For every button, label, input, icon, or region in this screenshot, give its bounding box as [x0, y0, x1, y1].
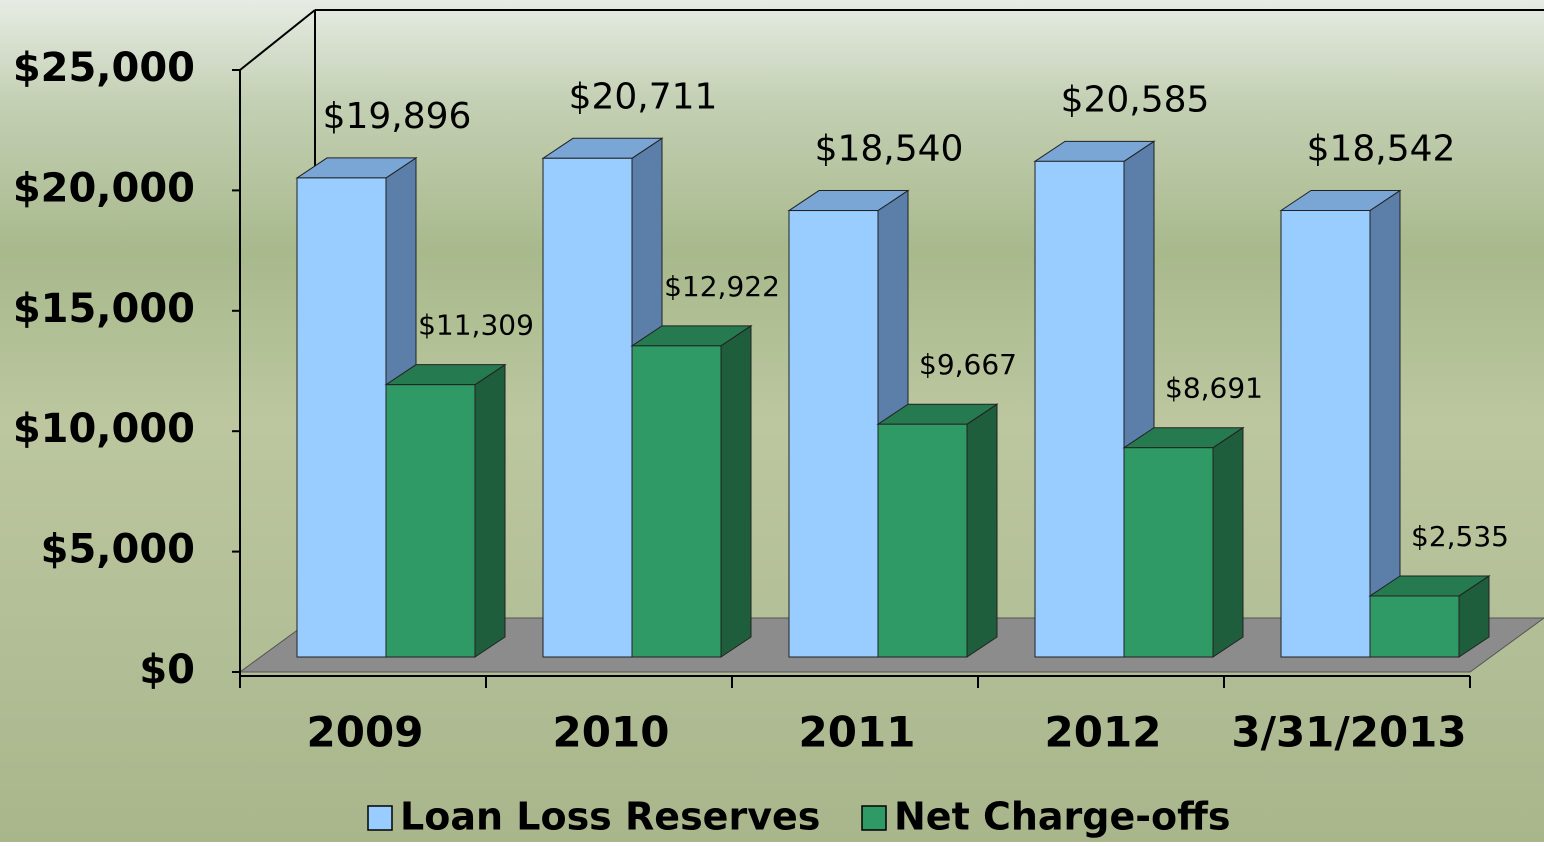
legend-label: Net Charge-offs — [894, 795, 1231, 839]
data-label: $18,542 — [1307, 129, 1456, 170]
legend-swatch — [367, 805, 393, 831]
bar — [788, 210, 879, 658]
bar — [1034, 160, 1125, 658]
data-label: $12,922 — [664, 270, 780, 303]
data-label: $8,691 — [1165, 372, 1263, 405]
legend-swatch — [861, 805, 887, 831]
bar-side — [1212, 426, 1244, 658]
bar — [1280, 210, 1371, 658]
bar — [877, 423, 968, 658]
x-tick-label: 2010 — [553, 708, 670, 757]
bar — [1369, 595, 1460, 658]
bar-side — [474, 363, 506, 658]
data-label: $11,309 — [418, 309, 534, 342]
bar — [385, 384, 476, 658]
bar — [1123, 447, 1214, 658]
x-tick-label: 2011 — [799, 708, 916, 757]
bar-side — [720, 324, 752, 658]
x-tick-label: 3/31/2013 — [1231, 708, 1466, 757]
bar — [296, 177, 387, 658]
data-label: $18,540 — [815, 129, 964, 170]
bar-side — [966, 403, 998, 658]
data-label: $20,585 — [1061, 79, 1210, 120]
x-tick-label: 2012 — [1045, 708, 1162, 757]
data-label: $2,535 — [1411, 520, 1509, 553]
x-tick-label: 2009 — [307, 708, 424, 757]
y-tick-label: $5,000 — [41, 527, 195, 573]
bar — [542, 157, 633, 658]
data-label: $20,711 — [569, 76, 718, 117]
bar — [631, 345, 722, 658]
y-tick-label: $20,000 — [13, 165, 195, 211]
data-label: $19,896 — [323, 96, 472, 137]
wall-corner — [239, 9, 316, 71]
legend-label: Loan Loss Reserves — [400, 795, 820, 839]
y-tick-label: $0 — [139, 647, 195, 693]
y-tick-label: $25,000 — [13, 45, 195, 91]
data-label: $9,667 — [919, 348, 1017, 381]
y-tick-label: $15,000 — [13, 286, 195, 332]
y-tick-label: $10,000 — [13, 406, 195, 452]
